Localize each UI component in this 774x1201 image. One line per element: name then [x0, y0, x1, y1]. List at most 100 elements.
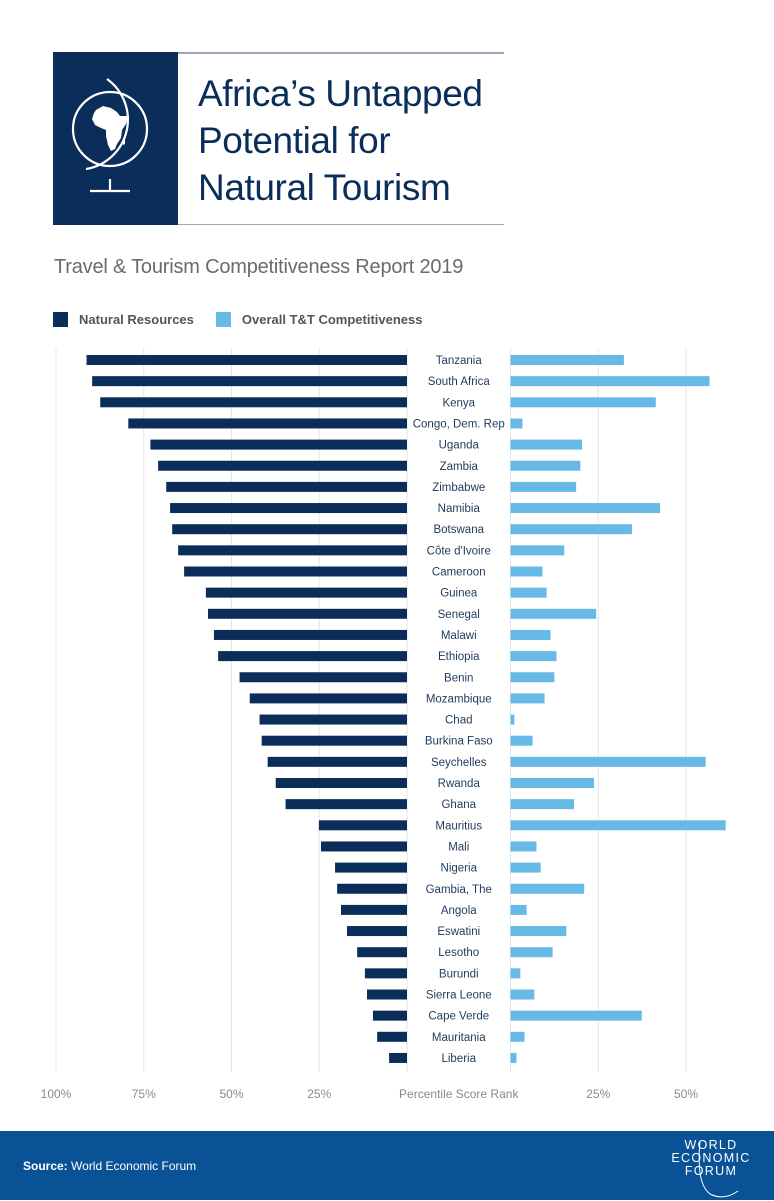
bar-overall-tt — [510, 672, 555, 683]
bar-natural-resources — [205, 587, 407, 598]
country-label: Nigeria — [441, 863, 478, 875]
country-label: Zambia — [440, 461, 479, 473]
bar-overall-tt — [510, 799, 575, 810]
legend-label: Overall T&T Competitiveness — [241, 311, 423, 327]
country-label: Liberia — [441, 1053, 476, 1065]
country-label: Uganda — [439, 440, 480, 452]
country-label: Rwanda — [438, 778, 481, 790]
x-tick-label: 50% — [674, 1087, 698, 1101]
logo-line: FORUM — [684, 1164, 738, 1178]
bar-natural-resources — [213, 629, 407, 640]
title-line: Natural Tourism — [198, 167, 451, 208]
bar-overall-tt — [510, 778, 595, 788]
bar-overall-tt — [510, 481, 577, 492]
country-label: Ethiopia — [438, 651, 480, 663]
header-rule-top — [178, 52, 504, 54]
country-label: Malawi — [441, 630, 477, 642]
bar-natural-resources — [158, 460, 407, 471]
country-label: Eswatini — [437, 926, 480, 938]
country-label: Côte d'Ivoire — [427, 545, 491, 557]
country-label: Congo, Dem. Rep — [413, 418, 505, 430]
country-label: Mozambique — [426, 693, 492, 705]
bar-natural-resources — [275, 778, 407, 788]
x-axis-label: Percentile Score Rank — [399, 1087, 519, 1101]
bar-natural-resources — [92, 376, 407, 387]
bar-natural-resources — [346, 926, 407, 937]
bar-overall-tt — [510, 820, 726, 831]
bar-overall-tt — [510, 735, 533, 746]
bar-natural-resources — [366, 989, 407, 1000]
country-label: Mauritania — [432, 1032, 486, 1044]
bar-overall-tt — [510, 651, 557, 662]
bar-natural-resources — [86, 355, 408, 365]
bar-overall-tt — [510, 989, 535, 1000]
bar-natural-resources — [372, 1010, 407, 1021]
country-label: Burkina Faso — [425, 736, 493, 748]
country-label: Chad — [445, 715, 473, 727]
bar-natural-resources — [172, 524, 407, 535]
x-tick-label: 25% — [586, 1087, 610, 1101]
x-tick-label: 50% — [219, 1087, 243, 1101]
country-label: Lesotho — [438, 947, 479, 959]
country-label: Sierra Leone — [426, 990, 492, 1002]
country-label: Mali — [448, 841, 469, 853]
country-label: Ghana — [441, 799, 476, 811]
header-icon-block — [53, 52, 178, 225]
bar-overall-tt — [510, 904, 527, 915]
bar-natural-resources — [184, 566, 407, 577]
bar-natural-resources — [128, 418, 407, 429]
footer: Source: World Economic Forum WORLD ECONO… — [0, 1131, 774, 1200]
x-tick-label: 75% — [132, 1087, 156, 1101]
chart-subtitle: Travel & Tourism Competitiveness Report … — [54, 256, 464, 278]
legend-label: Natural Resources — [79, 311, 194, 327]
bar-overall-tt — [510, 376, 710, 387]
bar-overall-tt — [510, 439, 583, 450]
bar-natural-resources — [285, 799, 407, 810]
x-tick-label: 100% — [41, 1087, 72, 1101]
bar-overall-tt — [510, 926, 567, 937]
bar-natural-resources — [321, 841, 407, 852]
source-label: Source: — [23, 1159, 68, 1173]
bar-overall-tt — [510, 1052, 517, 1063]
country-label: Angola — [441, 905, 477, 917]
bar-natural-resources — [207, 608, 407, 619]
bar-overall-tt — [510, 756, 706, 767]
country-label: Benin — [444, 672, 473, 684]
bar-natural-resources — [267, 756, 407, 767]
country-label: Senegal — [438, 609, 480, 621]
bar-overall-tt — [510, 418, 523, 429]
header-rule-bottom — [178, 224, 504, 225]
bar-overall-tt — [510, 841, 537, 852]
globe-africa-icon — [71, 78, 149, 193]
country-label: Seychelles — [431, 757, 487, 769]
country-label: Cape Verde — [428, 1011, 489, 1023]
bar-natural-resources — [335, 862, 407, 873]
bar-overall-tt — [510, 968, 521, 979]
bar-natural-resources — [170, 503, 407, 514]
bar-overall-tt — [510, 545, 565, 556]
title-line: Africa’s Untapped — [198, 73, 483, 114]
bar-natural-resources — [259, 714, 407, 725]
country-label: Zimbabwe — [432, 482, 485, 494]
legend-swatch — [53, 311, 68, 327]
country-label: Guinea — [440, 588, 478, 600]
country-label: Tanzania — [436, 355, 483, 367]
x-tick-label: 25% — [307, 1087, 331, 1101]
bar-natural-resources — [261, 735, 407, 746]
legend-item-overall-tt: Overall T&T Competitiveness — [215, 311, 423, 327]
bar-natural-resources — [100, 397, 407, 408]
bar-natural-resources — [150, 439, 407, 450]
country-label: Kenya — [442, 397, 475, 409]
bar-natural-resources — [341, 904, 407, 915]
wef-logo-arc-icon — [698, 1140, 739, 1198]
legend-item-natural-resources: Natural Resources — [53, 311, 194, 327]
bar-overall-tt — [510, 714, 515, 725]
bar-natural-resources — [389, 1052, 407, 1063]
bar-overall-tt — [510, 883, 585, 894]
bar-overall-tt — [510, 587, 547, 598]
country-label: Gambia, The — [426, 884, 492, 896]
wef-logo: WORLD ECONOMIC FORUM — [666, 1138, 756, 1198]
source-note: Source: World Economic Forum — [23, 1159, 196, 1173]
logo-line: WORLD — [684, 1138, 738, 1152]
page-title: Africa’s Untapped Potential for Natural … — [198, 70, 518, 211]
